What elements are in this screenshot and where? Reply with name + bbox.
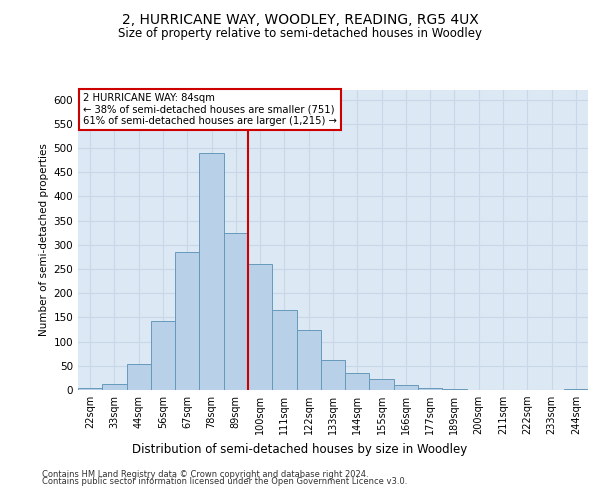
Text: 2 HURRICANE WAY: 84sqm
← 38% of semi-detached houses are smaller (751)
61% of se: 2 HURRICANE WAY: 84sqm ← 38% of semi-det… [83, 93, 337, 126]
Bar [272, 310, 296, 390]
Bar [370, 379, 394, 390]
Text: Size of property relative to semi-detached houses in Woodley: Size of property relative to semi-detach… [118, 28, 482, 40]
Bar [175, 252, 199, 390]
Text: Contains HM Land Registry data © Crown copyright and database right 2024.: Contains HM Land Registry data © Crown c… [42, 470, 368, 479]
Text: 2, HURRICANE WAY, WOODLEY, READING, RG5 4UX: 2, HURRICANE WAY, WOODLEY, READING, RG5 … [122, 12, 478, 26]
Bar [321, 360, 345, 390]
Bar [296, 330, 321, 390]
Bar [442, 389, 467, 390]
Bar [102, 384, 127, 390]
Bar [564, 389, 588, 390]
Bar [127, 364, 151, 390]
Y-axis label: Number of semi-detached properties: Number of semi-detached properties [39, 144, 49, 336]
Bar [394, 385, 418, 390]
Bar [418, 388, 442, 390]
Text: Distribution of semi-detached houses by size in Woodley: Distribution of semi-detached houses by … [133, 442, 467, 456]
Text: Contains public sector information licensed under the Open Government Licence v3: Contains public sector information licen… [42, 478, 407, 486]
Bar [151, 321, 175, 390]
Bar [199, 153, 224, 390]
Bar [248, 264, 272, 390]
Bar [78, 388, 102, 390]
Bar [224, 232, 248, 390]
Bar [345, 372, 370, 390]
